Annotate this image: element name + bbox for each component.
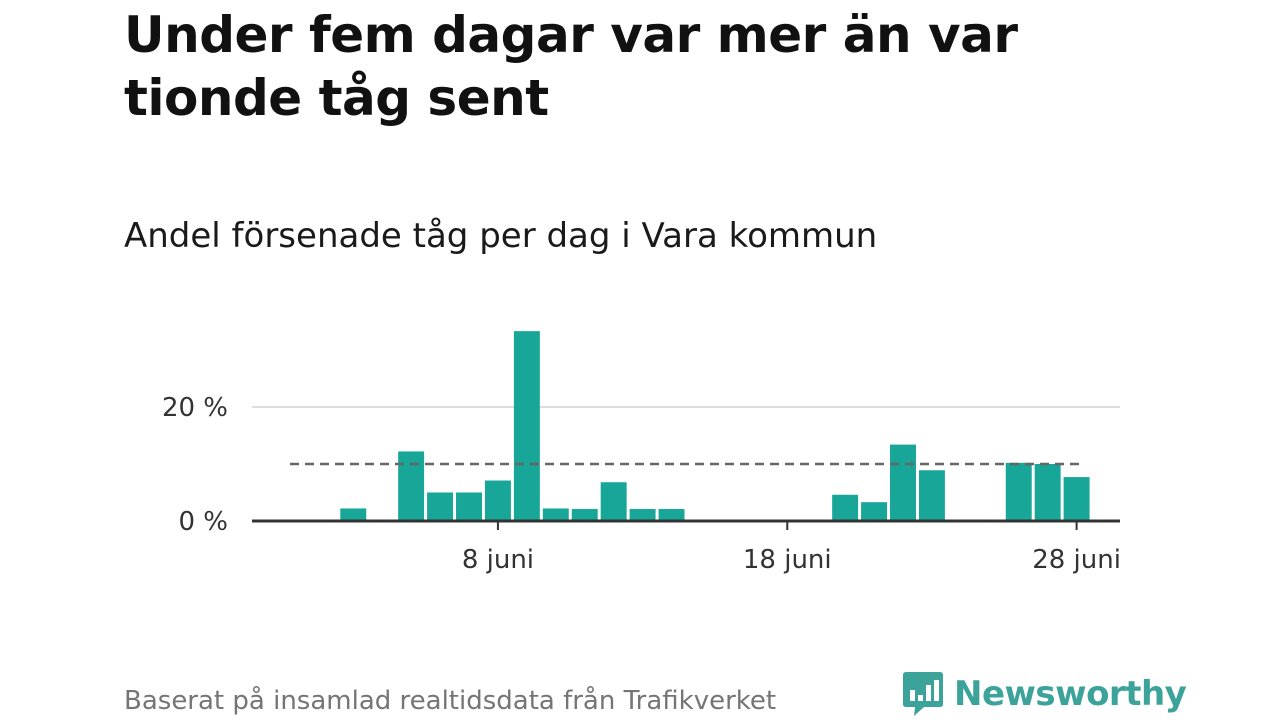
bar <box>861 502 888 521</box>
chart-headline: Under fem dagar var mer än var tionde tå… <box>124 6 1018 127</box>
bar <box>1063 477 1090 521</box>
bar <box>542 508 569 521</box>
x-tick-label: 8 juni <box>462 545 534 575</box>
brand-name: Newsworthy <box>954 674 1187 714</box>
bar <box>600 482 627 521</box>
bar <box>513 331 540 521</box>
bar <box>629 509 656 521</box>
x-tick-label: 28 juni <box>1032 545 1121 575</box>
y-tick-label: 0 % <box>178 507 228 537</box>
brand-logo: Newsworthy <box>902 670 1187 718</box>
bar <box>398 451 425 521</box>
bar <box>1034 463 1061 521</box>
newsworthy-logo-icon <box>903 672 943 716</box>
bar <box>832 494 859 521</box>
bar <box>1005 462 1032 521</box>
x-axis-ticks: 8 juni 18 juni 28 juni <box>462 521 1121 575</box>
bar <box>918 470 945 521</box>
bar <box>890 444 916 521</box>
bar <box>571 509 598 521</box>
source-note: Baserat på insamlad realtidsdata från Tr… <box>124 686 777 716</box>
chart-subtitle: Andel försenade tåg per dag i Vara kommu… <box>124 216 878 256</box>
y-axis-ticks: 0 % 20 % <box>162 393 228 537</box>
x-tick-label: 18 juni <box>743 545 832 575</box>
bar <box>484 480 511 521</box>
y-tick-label: 20 % <box>162 393 228 423</box>
bars <box>340 331 1090 521</box>
bar <box>456 492 482 521</box>
bar <box>658 509 685 521</box>
bar <box>340 508 367 521</box>
bar-chart: 0 % 20 % 8 juni 18 juni 28 juni <box>162 331 1121 575</box>
bar <box>427 492 454 521</box>
